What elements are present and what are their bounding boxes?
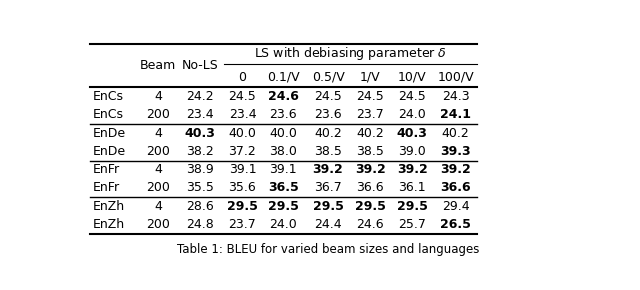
- Text: 36.5: 36.5: [268, 182, 299, 195]
- Text: EnDe: EnDe: [92, 126, 125, 139]
- Text: 29.5: 29.5: [355, 200, 385, 213]
- Text: 24.5: 24.5: [228, 90, 256, 103]
- Text: 24.5: 24.5: [399, 90, 426, 103]
- Text: EnFr: EnFr: [92, 163, 120, 176]
- Text: 36.1: 36.1: [399, 182, 426, 195]
- Text: 0: 0: [239, 71, 246, 84]
- Text: 36.6: 36.6: [356, 182, 384, 195]
- Text: 24.5: 24.5: [356, 90, 384, 103]
- Text: 39.3: 39.3: [440, 145, 471, 158]
- Text: Table 1: BLEU for varied beam sizes and languages: Table 1: BLEU for varied beam sizes and …: [177, 243, 479, 256]
- Text: 38.5: 38.5: [314, 145, 342, 158]
- Text: 200: 200: [146, 108, 170, 121]
- Text: 38.0: 38.0: [269, 145, 298, 158]
- Text: 39.2: 39.2: [397, 163, 428, 176]
- Text: 36.6: 36.6: [440, 182, 471, 195]
- Text: 1/V: 1/V: [360, 71, 380, 84]
- Text: 24.1: 24.1: [440, 108, 471, 121]
- Text: 23.4: 23.4: [186, 108, 214, 121]
- Text: 29.5: 29.5: [268, 200, 299, 213]
- Text: 29.4: 29.4: [442, 200, 470, 213]
- Text: 39.2: 39.2: [312, 163, 344, 176]
- Text: 40.2: 40.2: [356, 126, 384, 139]
- Text: 23.7: 23.7: [356, 108, 384, 121]
- Text: 200: 200: [146, 182, 170, 195]
- Text: 4: 4: [154, 90, 162, 103]
- Text: 23.7: 23.7: [228, 218, 256, 231]
- Text: 23.6: 23.6: [269, 108, 297, 121]
- Text: 39.2: 39.2: [355, 163, 385, 176]
- Text: 23.6: 23.6: [314, 108, 342, 121]
- Text: 36.7: 36.7: [314, 182, 342, 195]
- Text: 0.1/V: 0.1/V: [267, 71, 300, 84]
- Text: 10/V: 10/V: [398, 71, 427, 84]
- Text: 39.2: 39.2: [440, 163, 471, 176]
- Text: 24.6: 24.6: [356, 218, 384, 231]
- Text: 29.5: 29.5: [312, 200, 344, 213]
- Text: 23.4: 23.4: [228, 108, 256, 121]
- Text: No-LS: No-LS: [182, 59, 219, 72]
- Text: 29.5: 29.5: [397, 200, 428, 213]
- Text: 4: 4: [154, 163, 162, 176]
- Text: 40.3: 40.3: [185, 126, 216, 139]
- Text: EnFr: EnFr: [92, 182, 120, 195]
- Text: 200: 200: [146, 218, 170, 231]
- Text: 39.0: 39.0: [399, 145, 426, 158]
- Text: 24.4: 24.4: [314, 218, 342, 231]
- Text: EnDe: EnDe: [92, 145, 125, 158]
- Text: Beam: Beam: [140, 59, 176, 72]
- Text: 0.5/V: 0.5/V: [312, 71, 344, 84]
- Text: EnCs: EnCs: [92, 90, 124, 103]
- Text: 4: 4: [154, 200, 162, 213]
- Text: EnZh: EnZh: [92, 218, 125, 231]
- Text: 29.5: 29.5: [227, 200, 258, 213]
- Text: 24.3: 24.3: [442, 90, 470, 103]
- Text: 37.2: 37.2: [228, 145, 256, 158]
- Text: 25.7: 25.7: [398, 218, 426, 231]
- Text: EnCs: EnCs: [92, 108, 124, 121]
- Text: EnZh: EnZh: [92, 200, 125, 213]
- Text: 38.2: 38.2: [186, 145, 214, 158]
- Text: 24.2: 24.2: [186, 90, 214, 103]
- Text: 39.1: 39.1: [269, 163, 297, 176]
- Text: 35.6: 35.6: [228, 182, 256, 195]
- Text: 26.5: 26.5: [440, 218, 471, 231]
- Text: 40.2: 40.2: [442, 126, 470, 139]
- Text: 40.0: 40.0: [228, 126, 257, 139]
- Text: 24.5: 24.5: [314, 90, 342, 103]
- Text: 35.5: 35.5: [186, 182, 214, 195]
- Text: 200: 200: [146, 145, 170, 158]
- Text: 40.0: 40.0: [269, 126, 298, 139]
- Text: LS with debiasing parameter $\delta$: LS with debiasing parameter $\delta$: [254, 45, 447, 62]
- Text: 24.8: 24.8: [186, 218, 214, 231]
- Text: 24.0: 24.0: [399, 108, 426, 121]
- Text: 100/V: 100/V: [437, 71, 474, 84]
- Text: 38.5: 38.5: [356, 145, 384, 158]
- Text: 40.3: 40.3: [397, 126, 428, 139]
- Text: 39.1: 39.1: [228, 163, 256, 176]
- Text: 38.9: 38.9: [186, 163, 214, 176]
- Text: 28.6: 28.6: [186, 200, 214, 213]
- Text: 4: 4: [154, 126, 162, 139]
- Text: 24.0: 24.0: [269, 218, 297, 231]
- Text: 40.2: 40.2: [314, 126, 342, 139]
- Text: 24.6: 24.6: [268, 90, 299, 103]
